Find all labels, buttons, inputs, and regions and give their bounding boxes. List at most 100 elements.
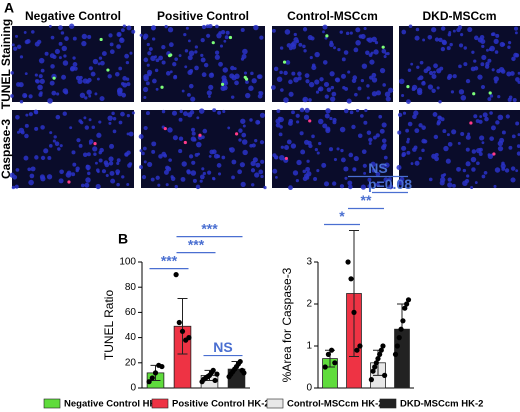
- nucleus: [353, 47, 359, 53]
- nucleus: [348, 152, 354, 158]
- nucleus: [315, 90, 320, 94]
- legend-label: Control-MSCcm HK-2: [287, 399, 384, 410]
- nucleus: [373, 135, 377, 140]
- nucleus: [199, 174, 205, 180]
- nucleus: [150, 177, 155, 182]
- nucleus: [343, 108, 349, 114]
- nucleus: [194, 152, 199, 157]
- nucleus: [121, 175, 125, 179]
- nucleus: [223, 39, 227, 43]
- nucleus: [279, 70, 283, 75]
- nucleus: [381, 48, 387, 54]
- nucleus: [501, 130, 506, 135]
- nucleus: [203, 62, 209, 68]
- nucleus: [98, 56, 103, 60]
- data-point: [375, 356, 381, 362]
- nucleus: [143, 160, 147, 164]
- nucleus: [199, 179, 203, 183]
- nucleus: [272, 168, 278, 174]
- nucleus: [245, 92, 251, 99]
- nucleus: [460, 131, 465, 136]
- nucleus: [339, 126, 346, 133]
- stain: [406, 85, 410, 89]
- nucleus: [201, 72, 207, 78]
- nucleus: [78, 143, 83, 148]
- nucleus: [108, 33, 113, 38]
- nucleus: [129, 51, 133, 55]
- data-point: [332, 360, 338, 366]
- nucleus: [121, 92, 127, 98]
- nucleus: [119, 37, 124, 41]
- nucleus: [408, 24, 413, 29]
- nucleus: [311, 134, 315, 139]
- nucleus: [353, 168, 357, 172]
- nucleus: [126, 25, 132, 31]
- nucleus: [216, 154, 221, 159]
- nucleus: [440, 26, 446, 31]
- nucleus: [141, 175, 147, 180]
- nucleus: [489, 136, 494, 141]
- nucleus: [223, 80, 229, 86]
- data-point: [357, 343, 363, 349]
- column-heading: Positive Control: [157, 9, 249, 23]
- nucleus: [242, 149, 248, 156]
- nucleus: [30, 166, 36, 172]
- nucleus: [109, 42, 114, 47]
- nucleus: [340, 148, 344, 153]
- nucleus: [225, 30, 230, 35]
- nucleus: [371, 168, 376, 173]
- nucleus: [145, 111, 150, 116]
- nucleus: [151, 26, 156, 31]
- nucleus: [92, 146, 98, 152]
- nucleus: [170, 176, 176, 182]
- nucleus: [297, 71, 302, 77]
- nucleus: [72, 162, 77, 167]
- nucleus: [288, 185, 293, 191]
- nucleus: [362, 163, 367, 168]
- stain: [381, 45, 385, 49]
- nucleus: [87, 171, 91, 176]
- nucleus: [489, 94, 494, 98]
- nucleus: [485, 48, 489, 52]
- nucleus: [373, 49, 379, 55]
- nucleus: [173, 74, 177, 79]
- nucleus: [228, 147, 232, 151]
- nucleus: [180, 176, 186, 182]
- nucleus: [28, 94, 33, 99]
- nucleus: [34, 41, 40, 47]
- nucleus: [272, 153, 277, 158]
- nucleus: [222, 109, 226, 114]
- nucleus: [237, 169, 243, 175]
- nucleus: [154, 68, 159, 73]
- data-point: [241, 370, 247, 376]
- nucleus: [484, 116, 489, 122]
- nucleus: [81, 33, 88, 40]
- nucleus: [77, 78, 83, 85]
- nucleus: [399, 176, 405, 182]
- nucleus: [85, 164, 90, 168]
- data-point: [377, 351, 383, 357]
- nucleus: [15, 34, 19, 38]
- nucleus: [231, 159, 237, 165]
- nucleus: [208, 154, 212, 158]
- nucleus: [194, 45, 198, 49]
- nucleus: [99, 147, 104, 153]
- y-tick-label: 3: [306, 257, 312, 268]
- nucleus: [316, 169, 320, 173]
- nucleus: [215, 24, 219, 29]
- nucleus: [355, 27, 361, 33]
- data-point: [149, 375, 155, 381]
- nucleus: [499, 41, 505, 48]
- nucleus: [467, 26, 473, 33]
- nucleus: [109, 49, 115, 55]
- stain: [160, 85, 164, 89]
- nucleus: [506, 71, 512, 77]
- nucleus: [351, 124, 356, 130]
- nucleus: [88, 118, 92, 122]
- nucleus: [418, 75, 424, 81]
- nucleus: [217, 110, 222, 115]
- nucleus: [332, 181, 337, 186]
- nucleus: [139, 33, 143, 37]
- data-point: [345, 259, 351, 265]
- y-tick-label: 80: [125, 282, 137, 293]
